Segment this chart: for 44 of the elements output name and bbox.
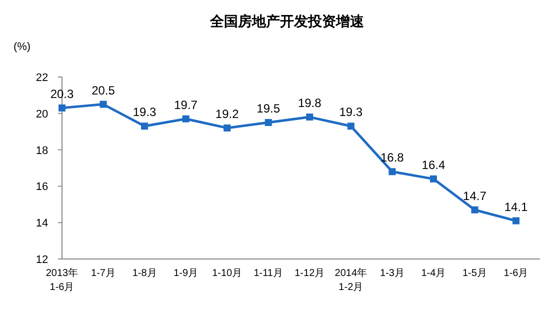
point [100, 100, 107, 108]
x-tick-label: 1-11月 [254, 268, 284, 279]
point [430, 175, 437, 182]
x-tick-label: 1-8月 [132, 268, 157, 279]
y-tick-label: 20 [36, 108, 48, 120]
data-label: 19.3 [132, 105, 157, 120]
point [512, 217, 520, 224]
point [58, 104, 66, 112]
y-axis-title: (%) [13, 41, 31, 53]
point [388, 168, 396, 176]
x-tick-label: 2014年 1-2月 [334, 267, 368, 293]
x-tick-label: 1-6月 [504, 268, 528, 279]
x-tick-label: 2013年 1-6月 [46, 267, 78, 293]
x-tick-label: 1-3月 [380, 268, 404, 279]
x-tick-label: 1-10月 [212, 268, 242, 279]
point [182, 115, 190, 122]
chart-title: 全国房地产开发投资增速 [209, 13, 365, 29]
data-label: 16.4 [422, 158, 446, 172]
x-tick-label: 1-12月 [294, 268, 325, 279]
data-label: 19.7 [174, 98, 198, 112]
x-tick-label: 1-5月 [462, 268, 487, 279]
data-label: 14.7 [463, 188, 487, 203]
y-tick-label: 14 [36, 218, 48, 230]
point [264, 119, 272, 126]
x-tick-label: 1-9月 [174, 268, 198, 279]
y-tick-label: 22 [36, 72, 48, 84]
point [141, 122, 148, 130]
data-label: 19.5 [256, 102, 280, 116]
point [347, 122, 354, 130]
x-tick-label: 1-4月 [421, 268, 446, 279]
point [306, 114, 314, 121]
data-label: 20.3 [50, 86, 74, 101]
x-tick-label: 1-7月 [91, 268, 116, 279]
data-label: 14.1 [504, 200, 528, 214]
y-tick-label: 12 [36, 254, 48, 266]
point [471, 206, 478, 214]
point [224, 124, 231, 132]
y-tick-label: 16 [36, 181, 48, 194]
data-label: 19.2 [215, 106, 240, 121]
data-label: 19.8 [298, 96, 322, 110]
data-label: 20.5 [92, 83, 116, 98]
y-tick-label: 18 [36, 144, 48, 157]
data-label: 16.8 [380, 150, 404, 165]
data-label: 19.3 [339, 105, 363, 120]
